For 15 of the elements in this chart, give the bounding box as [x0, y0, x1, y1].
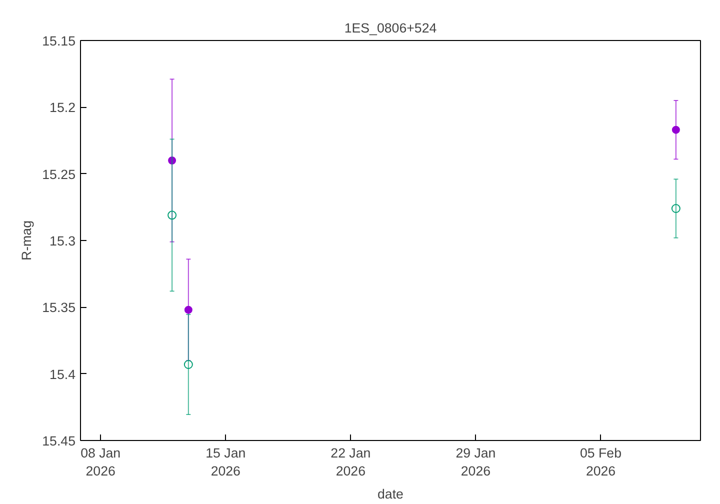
x-tick-label: 15 Jan 2026: [206, 446, 246, 478]
y-tick-label: 15.3: [50, 234, 76, 248]
x-tick-label: 05 Feb 2026: [580, 446, 622, 478]
y-tick-label: 15.4: [50, 366, 76, 382]
y-tick-label: 15.15: [42, 34, 76, 48]
y-tick-label: 15.45: [42, 434, 76, 448]
y-tick-label: 15.35: [42, 300, 76, 316]
x-axis-title: date: [378, 486, 404, 502]
y-tick-label: 15.2: [50, 100, 76, 116]
y-axis-title: R-mag: [19, 220, 34, 260]
x-tick-label: 08 Jan 2026: [80, 446, 121, 478]
x-tick-label: 22 Jan 2026: [330, 446, 371, 478]
chart-title: 1ES_0806+524: [344, 20, 438, 36]
x-tick-label: 29 Jan 2026: [456, 446, 496, 478]
y-tick-label: 15.25: [42, 166, 76, 182]
